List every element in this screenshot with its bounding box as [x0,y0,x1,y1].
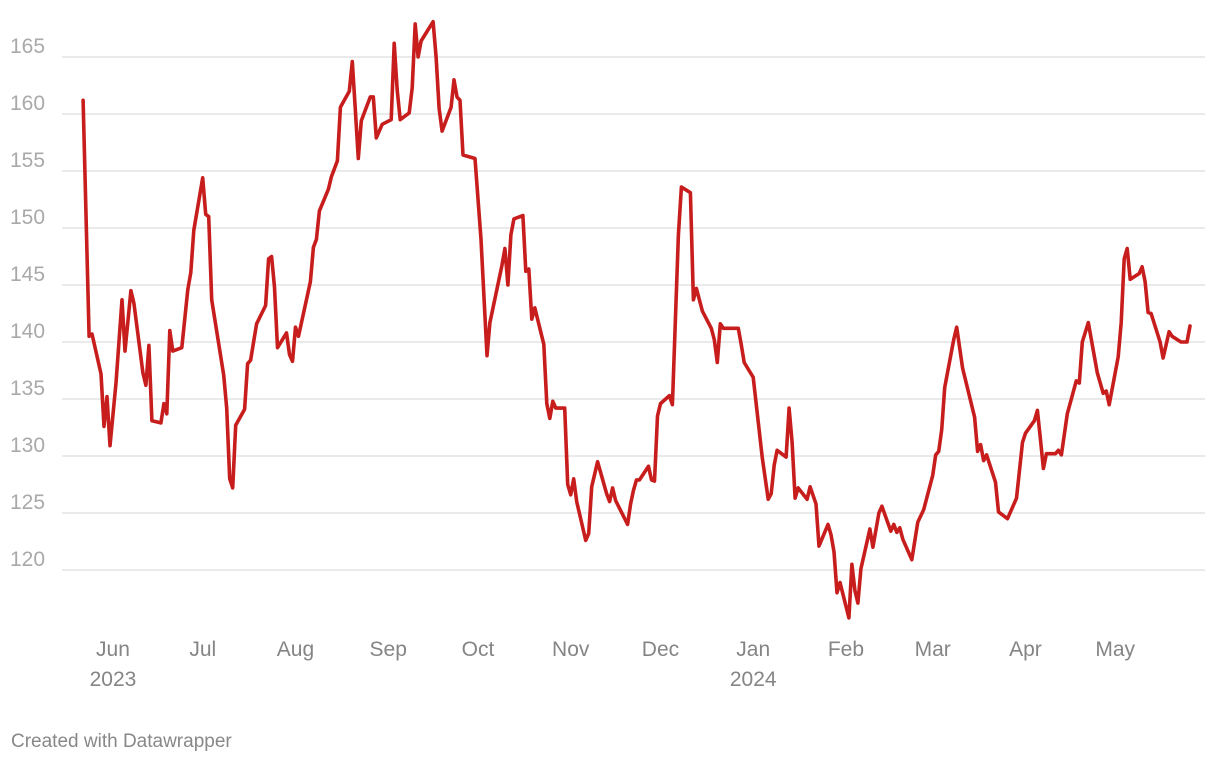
series-line [81,19,1192,620]
gridlines [62,56,1205,571]
x-tick-label: Feb [828,638,864,661]
y-tick-label: 135 [10,377,45,400]
y-tick-label: 150 [10,206,45,229]
x-tick-label: Dec [642,638,679,661]
y-tick-label: 130 [10,434,45,457]
x-tick-label: Mar [915,638,951,661]
x-tick-label: Jan [736,638,770,661]
x-tick-label: Oct [462,638,495,661]
y-tick-label: 165 [10,35,45,58]
y-tick-label: 160 [10,92,45,115]
x-tick-year-label: 2023 [90,668,137,691]
datawrapper-credit[interactable]: Created with Datawrapper [11,731,232,752]
y-tick-label: 120 [10,548,45,571]
x-tick-label: Aug [277,638,314,661]
x-tick-label: Jul [189,638,216,661]
y-tick-label: 125 [10,491,45,514]
x-tick-year-label: 2024 [730,668,777,691]
y-tick-label: 155 [10,149,45,172]
x-tick-label: Apr [1009,638,1042,661]
x-axis-ticks: Jun 2023 Jul Aug Sep Oct Nov Dec Jan 2024 Feb Mar Ap… [90,638,1136,691]
x-tick-label: Sep [370,638,407,661]
x-tick-label: Jun [96,638,130,661]
y-tick-label: 145 [10,263,45,286]
x-tick-label: Nov [552,638,590,661]
x-tick-label: May [1095,638,1135,661]
y-tick-label: 140 [10,320,45,343]
y-axis-ticks: 120 125 130 135 140 145 150 155 160 165 [10,35,45,571]
series-layer [81,19,1192,620]
